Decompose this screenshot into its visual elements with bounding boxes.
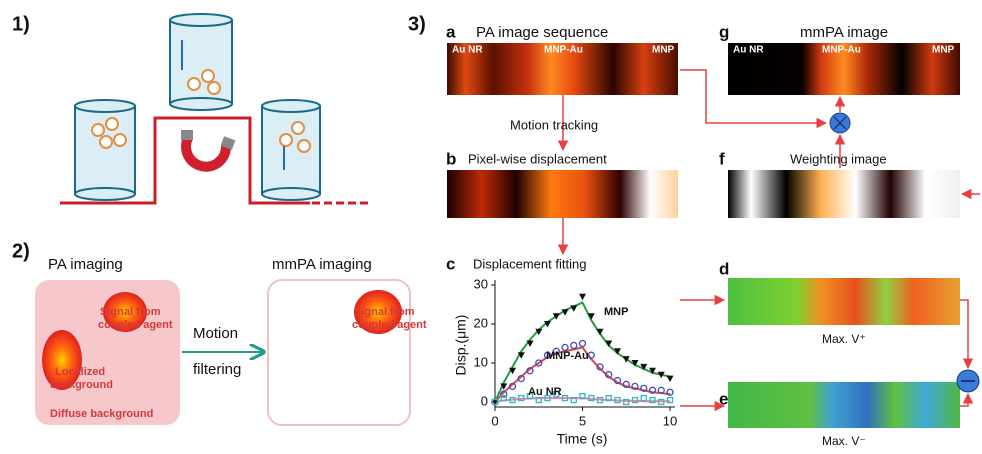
tag: MNP [932, 45, 955, 56]
tag: Au NR [733, 45, 764, 56]
subpanel-letter: f [719, 149, 725, 168]
subpanel-letter: g [719, 22, 729, 41]
point [667, 389, 673, 395]
annotation: coupled agent [352, 319, 427, 331]
point [570, 305, 577, 312]
arrow-label: Motion tracking [510, 117, 598, 132]
annotation: Signal from [100, 306, 161, 318]
point [667, 376, 674, 383]
max-vplus-image [728, 278, 960, 325]
point [597, 329, 604, 336]
tag: MNP [652, 45, 675, 56]
multiply-node [830, 113, 850, 133]
point [571, 342, 577, 348]
y-tick-label: 20 [474, 315, 488, 330]
x-tick-label: 0 [491, 413, 498, 428]
chart-title: Displacement fitting [473, 256, 586, 271]
x-tick-label: 10 [663, 413, 677, 428]
subpanel-title: Weighting image [790, 151, 887, 166]
series-label: MNP [604, 306, 628, 318]
y-tick-label: 30 [474, 276, 488, 291]
panel-label: 2) [12, 240, 30, 262]
displacement-image [447, 170, 678, 218]
chart: 0 10 20 30 0 5 10 MNP MNP-Au Au NR [474, 276, 678, 428]
arrow [960, 394, 968, 406]
image-caption: Max. V⁺ [822, 332, 866, 346]
annotation: coupled agent [98, 319, 173, 331]
figure: 1) 2) PA imaging Signal from coupled age… [0, 0, 982, 454]
x-axis-label: Time (s) [557, 431, 608, 447]
panel-label: 1) [12, 13, 30, 35]
x-tick-label: 5 [579, 413, 586, 428]
subpanel-title: mmPA image [800, 24, 888, 41]
arrow-label: filtering [193, 361, 241, 378]
panel-label: 3) [408, 13, 426, 35]
beakers [75, 14, 320, 200]
subpanel-letter: d [719, 259, 729, 278]
subpanel-title: Pixel-wise displacement [468, 151, 607, 166]
subpanel-title: PA imaging [48, 256, 123, 273]
subpanel-letter: c [446, 254, 455, 273]
y-tick-label: 0 [481, 393, 488, 408]
annotation: Signal from [354, 306, 415, 318]
magnet [181, 130, 235, 167]
tag: MNP-Au [822, 45, 861, 56]
arrow [960, 300, 968, 368]
series-label: MNP-Au [546, 350, 589, 362]
tag: MNP-Au [544, 45, 583, 56]
series-label: Au NR [528, 386, 562, 398]
max-vminus-image [728, 382, 960, 428]
subpanel-letter: b [446, 149, 456, 168]
point [641, 396, 646, 401]
y-tick-label: 10 [474, 354, 488, 369]
weighting-image [728, 170, 960, 218]
figure-canvas: 1) 2) PA imaging Signal from coupled age… [0, 0, 982, 454]
arrow-label: Motion [193, 325, 238, 342]
y-axis-label: Disp.(μm) [453, 315, 469, 376]
subpanel-letter: a [446, 22, 456, 41]
annotation: background [50, 379, 113, 391]
subpanel-title: mmPA imaging [272, 256, 372, 273]
point [579, 294, 586, 301]
tag: Au NR [452, 45, 483, 56]
annotation: Localized [55, 366, 105, 378]
image-caption: Max. V⁻ [822, 434, 866, 448]
point [580, 341, 586, 347]
subpanel-title: PA image sequence [476, 24, 608, 41]
annotation: Diffuse background [50, 408, 153, 420]
subtract-node [957, 370, 979, 392]
